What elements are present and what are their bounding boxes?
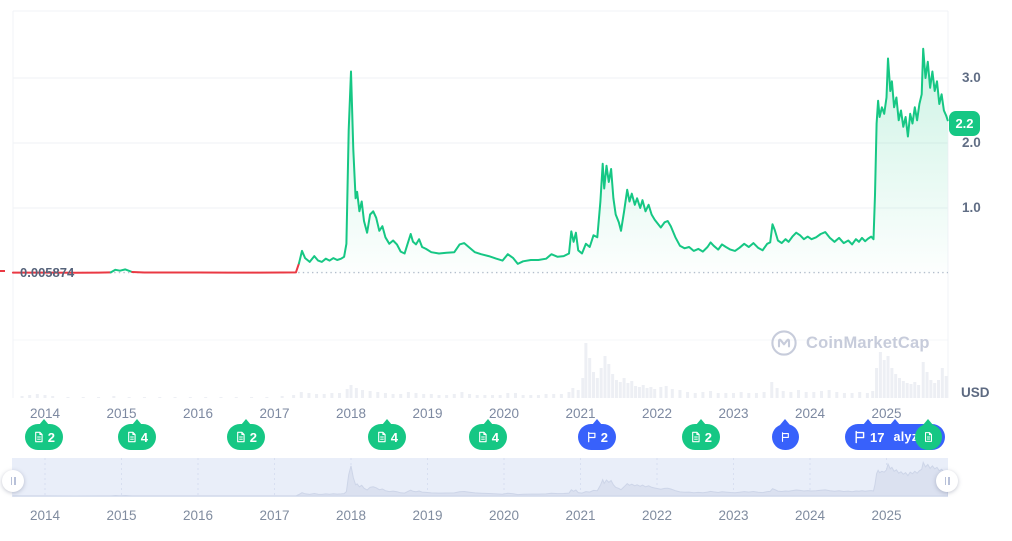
news-marker-0[interactable]: 2 [25,419,63,450]
year-label: 2020 [488,508,520,523]
marker-count: 4 [491,429,499,445]
year-label: 2022 [641,508,673,523]
document-icon [692,431,700,443]
year-label: 2016 [182,508,214,523]
marker-extra-text: alyz [893,430,919,444]
year-label: 2019 [412,406,443,421]
document-icon [479,431,487,443]
timeline-handle-right[interactable] [936,470,958,492]
year-label: 2025 [871,406,902,421]
y-axis-label: 3.0 [962,70,981,85]
year-label: 2017 [259,508,290,523]
timeline-handle-left[interactable] [2,470,24,492]
news-marker-1[interactable]: 4 [118,419,156,450]
start-price-label: 0.005874 [20,265,75,280]
marker-count: 4 [140,429,148,445]
timeline-mini-chart [12,458,948,497]
document-icon [924,432,932,442]
currency-unit-label: USD [961,385,990,400]
year-label: 2024 [794,406,826,421]
document-icon [128,431,136,443]
flag-marker-5[interactable]: 2 [578,419,616,450]
document-icon [35,431,43,443]
year-label: 2018 [335,508,367,523]
year-label: 2022 [641,406,673,421]
marker-count: 2 [600,429,608,445]
watermark-text: CoinMarketCap [806,333,930,352]
news-marker-2[interactable]: 2 [227,419,265,450]
year-label: 2021 [565,508,596,523]
flag-icon [855,430,865,444]
coinmarketcap-watermark: CoinMarketCap [770,329,930,357]
year-label: 2014 [29,406,61,421]
year-label: 2023 [718,508,749,523]
year-label: 2017 [259,406,290,421]
year-label: 2023 [718,406,749,421]
y-axis-label: 2.0 [962,135,981,150]
year-label: 2025 [871,508,902,523]
flag-icon [588,431,596,443]
price-chart-canvas[interactable] [0,0,1012,420]
marker-count: 2 [704,429,712,445]
news-marker-3[interactable]: 4 [368,419,406,450]
year-label: 2015 [106,508,137,523]
coinmarketcap-logo-icon [771,330,797,356]
news-marker-4[interactable]: 4 [469,419,507,450]
flag-icon [781,432,789,442]
start-price-tick [0,270,5,272]
document-icon [378,431,386,443]
year-label: 2019 [412,508,443,523]
year-label: 2020 [488,406,520,421]
flag-marker-7[interactable] [771,419,799,450]
year-label: 2018 [335,406,367,421]
document-icon [237,431,245,443]
marker-count: 2 [47,429,55,445]
news-marker-9[interactable] [914,419,942,450]
current-price-badge: 2.2 [949,111,980,136]
year-label: 2021 [565,406,596,421]
news-marker-6[interactable]: 2 [682,419,720,450]
year-label: 2015 [106,406,137,421]
timeline-scrubber[interactable] [12,458,948,497]
marker-count: 4 [390,429,398,445]
marker-count: 2 [249,429,257,445]
year-label: 2014 [29,508,61,523]
marker-count: 17 [870,429,885,445]
year-label: 2016 [182,406,214,421]
year-label: 2024 [794,508,826,523]
y-axis-label: 1.0 [962,200,981,215]
